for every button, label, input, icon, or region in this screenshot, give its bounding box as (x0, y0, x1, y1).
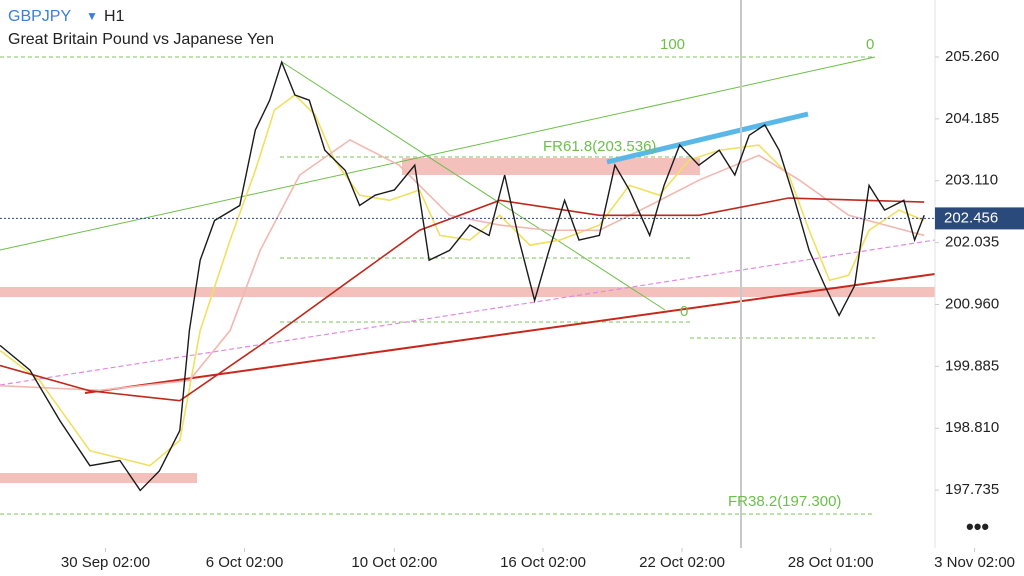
fib-lines (0, 56, 875, 515)
price-line (0, 138, 925, 392)
trend-line (0, 239, 936, 386)
x-tick-label: 16 Oct 02:00 (500, 554, 586, 571)
fib-label: 0 (866, 36, 874, 53)
fib-label: FR38.2(197.300) (728, 493, 841, 510)
x-tick-label: 3 Nov 02:00 (934, 554, 1015, 571)
symbol[interactable]: GBPJPY (8, 8, 71, 25)
y-tick-label: 199.885 (945, 357, 999, 374)
x-tick-label: 6 Oct 02:00 (206, 554, 284, 571)
y-tick-label: 202.035 (945, 234, 999, 251)
y-tick-label: 204.185 (945, 110, 999, 127)
price-line (0, 197, 925, 402)
subtitle: Great Britain Pound vs Japanese Yen (8, 31, 274, 48)
fib-label: 0 (680, 303, 688, 320)
last-price-box (935, 207, 1024, 230)
y-tick-label: 203.110 (945, 172, 998, 189)
fib-label: 100 (660, 36, 685, 53)
last-price-label: 202.456 (944, 209, 998, 226)
price-line (0, 93, 925, 467)
fib-label: FR61.8(203.536) (543, 138, 656, 155)
y-tick-label: 205.260 (945, 48, 999, 65)
price-line (0, 60, 925, 492)
x-tick-label: 30 Sep 02:00 (61, 554, 150, 571)
trend-line (84, 273, 936, 394)
y-tick-label: 197.735 (945, 481, 999, 498)
dropdown-icon[interactable]: ▼ (86, 9, 98, 23)
timeframe[interactable]: H1 (104, 8, 125, 25)
zone (0, 287, 935, 297)
x-tick-label: 10 Oct 02:00 (351, 554, 437, 571)
trend-line (0, 56, 876, 251)
more-button[interactable]: ••• (966, 514, 989, 539)
marks (0, 60, 925, 492)
zone (402, 158, 700, 175)
channel-line (606, 111, 809, 165)
x-tick-label: 22 Oct 02:00 (639, 554, 725, 571)
y-tick-label: 200.960 (945, 295, 999, 312)
zone (0, 473, 197, 483)
x-tick-label: 28 Oct 01:00 (788, 554, 874, 571)
y-tick-label: 198.810 (945, 419, 999, 436)
trend-line (281, 61, 666, 311)
